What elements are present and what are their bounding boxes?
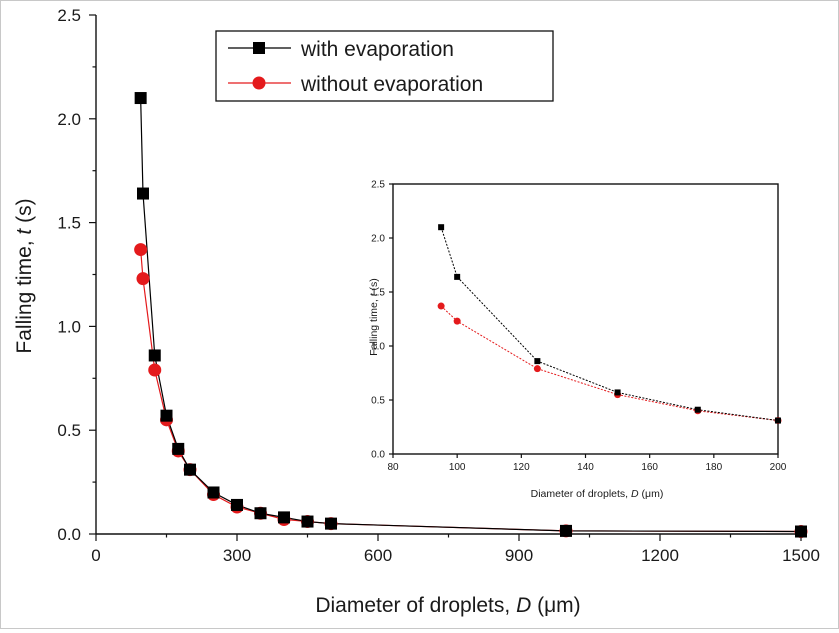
main-point-with-evaporation [207, 486, 220, 499]
inset-series-line-with-evaporation [440, 227, 779, 422]
main-point-without-evaporation [134, 243, 148, 257]
inset-y-tick-label: 0.5 [371, 396, 385, 407]
main-point-with-evaporation [301, 515, 314, 528]
main-point-with-evaporation [184, 463, 196, 476]
main-point-with-evaporation [254, 507, 267, 520]
main-point-with-evaporation [231, 498, 243, 511]
inset-x-tick-label: 80 [387, 462, 399, 473]
main-y-tick-label: 1.0 [57, 317, 81, 336]
inset-x-tick-label: 180 [705, 462, 722, 473]
inset-x-tick-label: 120 [513, 462, 530, 473]
main-x-tick-label: 900 [505, 546, 533, 565]
inset-x-tick-label: 100 [449, 462, 466, 473]
inset-y-tick-label: 2.0 [371, 234, 385, 245]
main-x-axis-title-var: D [516, 594, 531, 617]
inset-x-axis-title-unit: (μm) [639, 488, 664, 500]
main-x-axis-title-unit: (μm) [531, 594, 580, 617]
inset-y-axis-title: Falling time, t (s) [368, 278, 380, 356]
inset-series-line-without-evaporation [440, 305, 779, 422]
main-series-line-with-evaporation [140, 98, 802, 533]
inset-x-axis-title: Diameter of droplets, D (μm) [531, 488, 664, 500]
main-point-without-evaporation [136, 272, 150, 286]
main-x-tick-label: 300 [223, 546, 251, 565]
main-plot: 0 300 600 900 1200 1500 0.0 0.5 1.0 1.5 2.0 2.5 [57, 6, 820, 565]
inset-y-axis-title-var: t [368, 292, 380, 296]
main-point-with-evaporation [560, 524, 572, 537]
main-x-tick-label: 0 [91, 546, 100, 565]
inset-x-tick-label: 140 [577, 462, 594, 473]
inset-point-with-evaporation [438, 224, 445, 231]
main-y-tick-label: 2.5 [57, 6, 81, 25]
inset-point-with-evaporation [775, 417, 781, 424]
legend-box [215, 30, 554, 102]
inset-y-tick-label: 2.5 [371, 180, 385, 191]
main-point-with-evaporation [160, 409, 173, 422]
inset-point-with-evaporation [454, 273, 461, 280]
legend-marker-without-evaporation [252, 76, 266, 90]
inset-y-axis-title-text: Falling time, [368, 296, 380, 356]
inset-point-without-evaporation [533, 365, 541, 373]
inset-point-with-evaporation [614, 389, 621, 396]
legend-label-without-evaporation: without evaporation [300, 73, 483, 96]
main-y-axis-title: Falling time, t (s) [13, 198, 36, 353]
inset-y-tick-label: 1.0 [371, 342, 385, 353]
main-x-tick-label: 1500 [782, 546, 820, 565]
main-point-with-evaporation [134, 92, 147, 105]
inset-y-tick-label: 0.0 [371, 450, 385, 461]
main-point-with-evaporation [795, 525, 807, 538]
inset-y-axis-title-unit: (s) [368, 278, 380, 293]
main-y-tick-label: 0.5 [57, 421, 81, 440]
main-y-axis-title-var: t [13, 228, 36, 235]
legend: with evaporation without evaporation [215, 30, 554, 102]
inset-x-axis-title-var: D [631, 488, 639, 500]
inset-plot: 80 100 120 140 160 180 200 0.0 0.5 1.0 1.5 2.0 2.5 [371, 180, 787, 474]
inset-point-without-evaporation [437, 302, 445, 310]
inset-point-without-evaporation [453, 317, 461, 325]
main-point-with-evaporation [172, 442, 185, 455]
legend-marker-with-evaporation [253, 42, 265, 54]
main-x-tick-label: 1200 [641, 546, 679, 565]
main-y-tick-label: 0.0 [57, 525, 81, 544]
inset-point-with-evaporation [694, 406, 701, 413]
inset-plot-frame [392, 183, 779, 455]
inset-point-with-evaporation [534, 358, 541, 365]
main-x-axis-title: Diameter of droplets, D (μm) [315, 594, 580, 617]
inset-y-tick-label: 1.5 [371, 288, 385, 299]
inset-x-tick-label: 200 [770, 462, 787, 473]
main-point-with-evaporation [148, 349, 161, 362]
main-y-tick-label: 2.0 [57, 110, 81, 129]
main-point-with-evaporation [278, 511, 290, 524]
main-x-axis-title-text: Diameter of droplets, [315, 594, 516, 617]
main-point-with-evaporation [137, 187, 149, 200]
main-y-axis-title-unit: (s) [13, 198, 36, 228]
main-point-without-evaporation [148, 363, 162, 377]
inset-x-tick-label: 160 [641, 462, 658, 473]
legend-label-with-evaporation: with evaporation [300, 38, 454, 61]
main-x-tick-label: 600 [364, 546, 392, 565]
main-y-tick-label: 1.5 [57, 214, 81, 233]
main-y-axis-title-text: Falling time, [13, 235, 36, 354]
main-series-line-without-evaporation [140, 249, 802, 533]
inset-x-axis-title-text: Diameter of droplets, [531, 488, 631, 500]
main-point-with-evaporation [325, 517, 337, 530]
